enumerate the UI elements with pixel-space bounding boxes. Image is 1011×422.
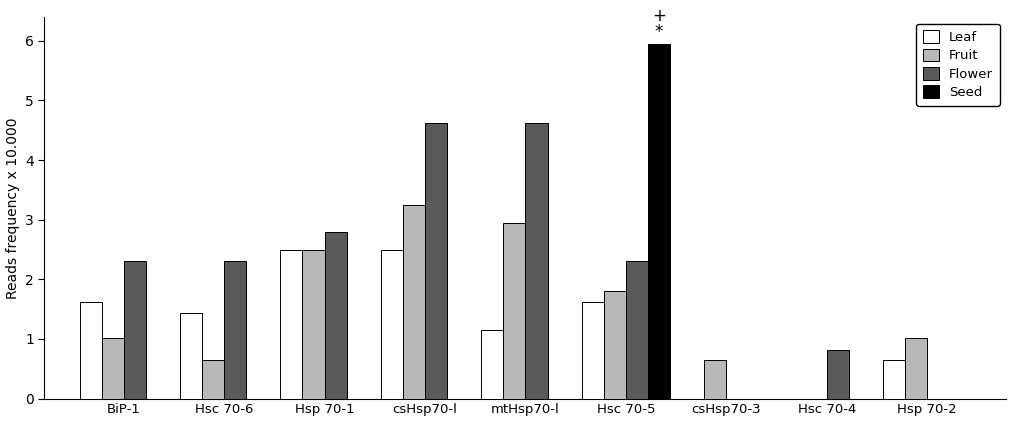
Bar bbox=[325, 232, 347, 399]
Bar bbox=[826, 350, 848, 399]
Bar bbox=[882, 360, 904, 399]
Text: +: + bbox=[651, 7, 665, 25]
Bar bbox=[280, 249, 302, 399]
Bar bbox=[502, 223, 525, 399]
Bar bbox=[581, 302, 604, 399]
Bar bbox=[380, 249, 402, 399]
Bar bbox=[80, 302, 101, 399]
Bar bbox=[704, 360, 726, 399]
Bar bbox=[202, 360, 223, 399]
Bar bbox=[647, 44, 669, 399]
Bar bbox=[904, 338, 926, 399]
Y-axis label: Reads frequency x 10.000: Reads frequency x 10.000 bbox=[5, 117, 19, 298]
Bar bbox=[481, 330, 502, 399]
Bar bbox=[180, 313, 202, 399]
Bar bbox=[302, 249, 325, 399]
Bar bbox=[525, 123, 547, 399]
Bar bbox=[625, 262, 647, 399]
Bar bbox=[604, 291, 625, 399]
Bar bbox=[101, 338, 123, 399]
Legend: Leaf, Fruit, Flower, Seed: Leaf, Fruit, Flower, Seed bbox=[915, 24, 999, 106]
Text: *: * bbox=[654, 23, 662, 41]
Bar bbox=[123, 262, 146, 399]
Bar bbox=[402, 205, 425, 399]
Bar bbox=[223, 262, 246, 399]
Bar bbox=[425, 123, 447, 399]
